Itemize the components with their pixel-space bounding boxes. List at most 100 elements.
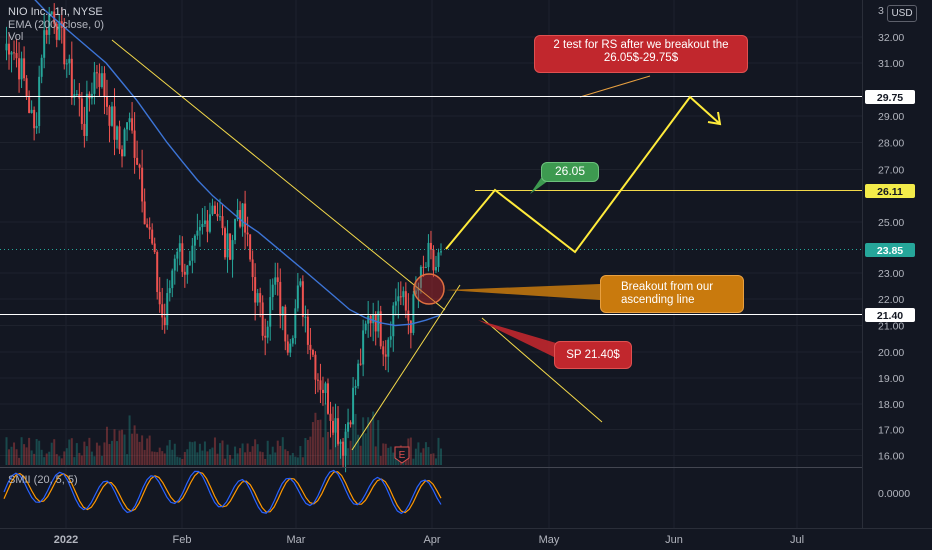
candle-body xyxy=(377,311,380,332)
volume-bar xyxy=(168,439,171,465)
volume-bar xyxy=(55,454,58,465)
volume-bar xyxy=(392,452,395,465)
volume-bar xyxy=(412,458,415,465)
volume-bar xyxy=(191,442,194,465)
time-tick-label: Feb xyxy=(173,534,192,546)
candle-body xyxy=(213,205,216,214)
volume-bar xyxy=(279,445,282,465)
lower-channel-line[interactable] xyxy=(481,317,603,423)
candle-body xyxy=(176,251,179,259)
volume-bar xyxy=(105,426,108,465)
volume-bar xyxy=(151,451,154,465)
candle-body xyxy=(141,167,144,202)
candle-body xyxy=(422,266,425,268)
volume-bar xyxy=(369,420,372,465)
oscillator-pane xyxy=(3,469,442,515)
volume-bar xyxy=(311,422,314,465)
candle-body xyxy=(50,11,53,15)
volume-bar xyxy=(231,458,234,465)
candle-body xyxy=(440,251,442,253)
volume-bar xyxy=(18,457,21,465)
volume-bar xyxy=(362,417,365,465)
candle-body xyxy=(284,306,287,342)
volume-bar xyxy=(108,443,111,465)
price-tick-label: 17.00 xyxy=(878,425,904,437)
volume-bar xyxy=(116,441,119,465)
candle-body xyxy=(379,311,382,347)
candle-body xyxy=(171,270,174,289)
volume-bar xyxy=(254,439,257,465)
candle-body xyxy=(143,201,146,225)
svg-text:E: E xyxy=(399,450,406,461)
candle-body xyxy=(226,233,229,258)
candle-body xyxy=(357,363,360,387)
candle-body xyxy=(218,216,221,218)
volume-bar xyxy=(178,457,181,465)
volume-bar xyxy=(216,453,219,465)
candle-body xyxy=(306,316,309,345)
volume-bar xyxy=(301,457,304,465)
descending-trend-line[interactable] xyxy=(111,39,446,311)
legend-symbol: NIO Inc., 1h, NYSE xyxy=(8,6,103,18)
candle-body xyxy=(113,106,116,140)
volume-bar xyxy=(95,442,98,465)
candle-body xyxy=(55,23,58,40)
candle-body xyxy=(314,354,317,380)
price-tick-label: 32.00 xyxy=(878,32,904,44)
volume-bar xyxy=(128,415,131,465)
candle-body xyxy=(274,277,277,285)
price-tick-label: 21.00 xyxy=(878,321,904,333)
candle-body xyxy=(387,339,390,357)
price-tick-label: 31.00 xyxy=(878,58,904,70)
candle-body xyxy=(419,266,422,288)
candle-body xyxy=(28,96,31,113)
volume-bar xyxy=(183,451,186,465)
ascending-trend-line[interactable] xyxy=(351,284,461,451)
candle-body xyxy=(349,422,352,425)
candle-body xyxy=(118,126,121,150)
projection-path[interactable] xyxy=(445,95,721,254)
candle-body xyxy=(334,418,337,433)
candle-body xyxy=(121,149,124,157)
volume-bar xyxy=(321,437,324,465)
volume-bar xyxy=(48,451,51,465)
volume-bar xyxy=(65,448,68,465)
candle-body xyxy=(269,297,272,327)
candle-body xyxy=(417,287,420,291)
volume-bar xyxy=(23,444,26,465)
callout-retest[interactable]: 2 test for RS after we breakout the 26.0… xyxy=(534,35,748,73)
callout-breakout[interactable]: Breakout from our ascending line xyxy=(600,275,744,313)
volume-bar xyxy=(186,449,189,465)
volume-bar xyxy=(276,440,279,465)
volume-bar xyxy=(377,420,380,465)
price-axis[interactable]: 16.00 17.00 18.00 19.00 20.00 21.00 22.00 23.00… xyxy=(878,5,904,463)
breakout-circle[interactable] xyxy=(413,273,445,305)
currency-button[interactable]: USD xyxy=(887,5,917,22)
time-tick-label: May xyxy=(539,534,560,546)
volume-bars xyxy=(5,403,442,465)
time-axis[interactable]: 2022 Feb Mar Apr May Jun Jul xyxy=(54,534,804,546)
candle-body xyxy=(116,126,119,140)
callout-price-26-05[interactable]: 26.05 xyxy=(541,162,599,182)
volume-bar xyxy=(121,429,124,465)
candle-body xyxy=(23,58,26,79)
candle-body xyxy=(188,260,191,266)
candle-body xyxy=(146,224,149,228)
candle-body xyxy=(281,306,284,316)
volume-bar xyxy=(126,454,129,465)
volume-bar xyxy=(359,445,362,465)
candle-body xyxy=(30,109,33,113)
candle-body xyxy=(75,93,78,95)
candle-body xyxy=(394,301,397,306)
candle-body xyxy=(389,336,392,340)
volume-bar xyxy=(10,446,13,465)
volume-bar xyxy=(434,458,437,465)
volume-bar xyxy=(100,455,103,465)
candle-body xyxy=(354,386,357,388)
earnings-marker[interactable]: E xyxy=(394,446,410,464)
svg-text:29.75: 29.75 xyxy=(877,92,903,104)
callout-stop-price[interactable]: SP 21.40$ xyxy=(554,341,632,369)
candle-body xyxy=(251,259,254,278)
volume-bar xyxy=(374,446,377,465)
